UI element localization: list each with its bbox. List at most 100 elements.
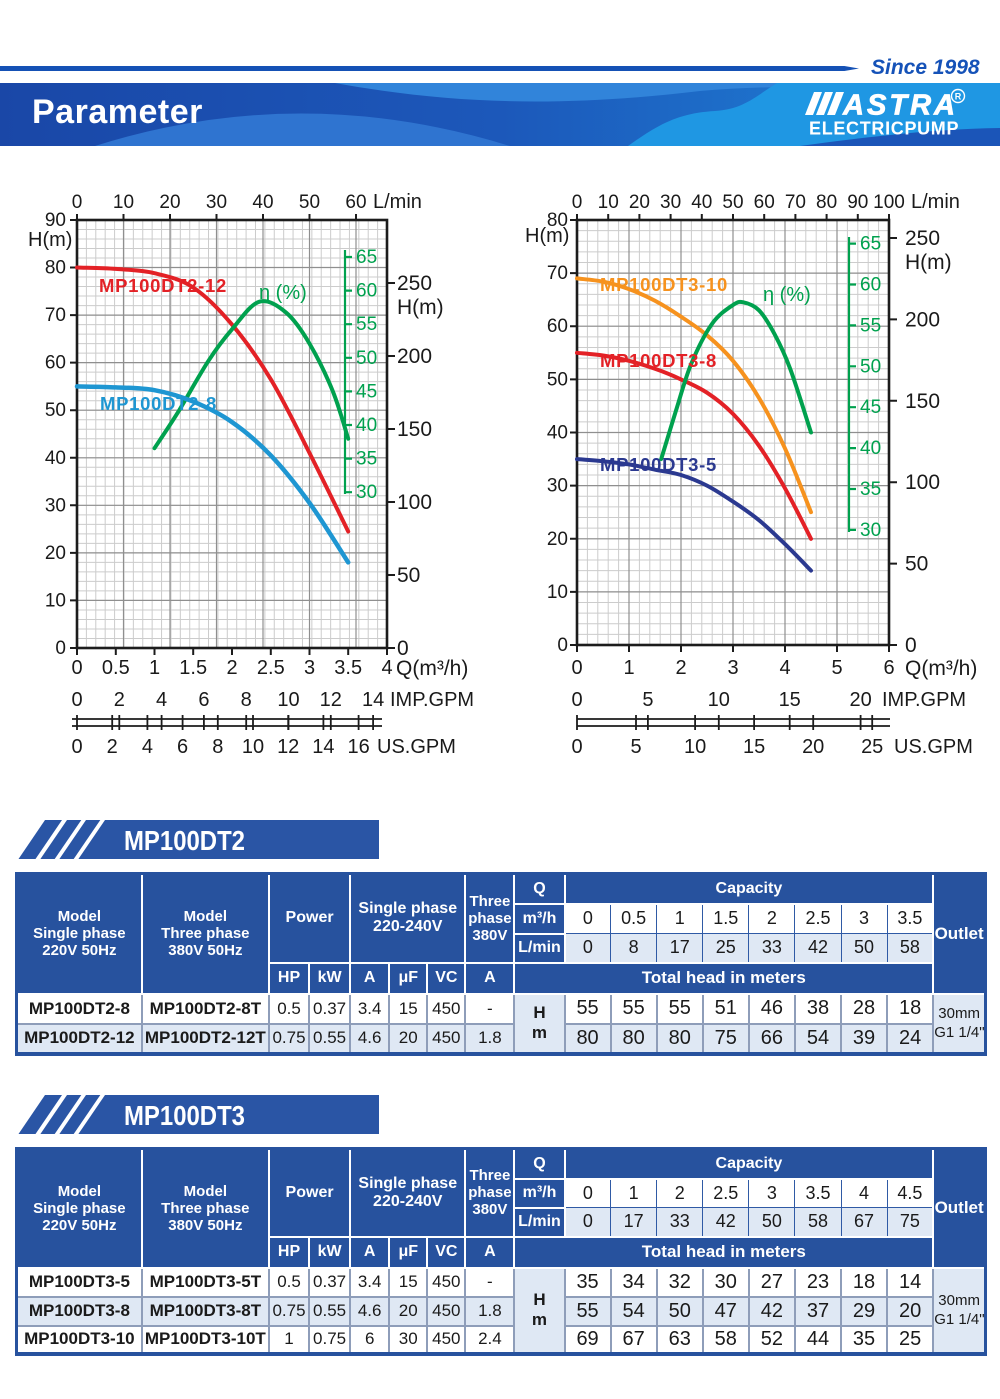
svg-text:2.5: 2.5 bbox=[257, 657, 285, 679]
svg-text:30: 30 bbox=[45, 495, 66, 516]
svg-text:90: 90 bbox=[45, 210, 66, 231]
svg-text:14: 14 bbox=[312, 736, 334, 758]
svg-text:70: 70 bbox=[785, 192, 806, 213]
svg-text:6: 6 bbox=[177, 736, 188, 758]
svg-text:35: 35 bbox=[860, 479, 881, 500]
svg-text:8: 8 bbox=[241, 689, 252, 711]
svg-text:MP100DT2-12: MP100DT2-12 bbox=[99, 275, 227, 296]
svg-text:55: 55 bbox=[356, 314, 377, 335]
svg-text:10: 10 bbox=[708, 689, 730, 711]
svg-text:5: 5 bbox=[831, 657, 842, 679]
svg-text:65: 65 bbox=[860, 234, 881, 255]
svg-text:2: 2 bbox=[226, 657, 237, 679]
svg-text:4: 4 bbox=[779, 657, 790, 679]
svg-text:20: 20 bbox=[45, 543, 66, 564]
svg-text:US.GPM: US.GPM bbox=[894, 736, 973, 758]
svg-text:30: 30 bbox=[206, 192, 227, 213]
svg-text:30: 30 bbox=[356, 482, 377, 503]
svg-text:10: 10 bbox=[684, 736, 706, 758]
svg-text:50: 50 bbox=[722, 192, 743, 213]
svg-text:60: 60 bbox=[754, 192, 775, 213]
svg-text:45: 45 bbox=[356, 381, 377, 402]
svg-text:30: 30 bbox=[860, 520, 881, 541]
svg-text:30: 30 bbox=[547, 476, 568, 497]
svg-text:40: 40 bbox=[356, 415, 377, 436]
svg-text:US.GPM: US.GPM bbox=[377, 736, 456, 758]
svg-text:H(m): H(m) bbox=[905, 251, 952, 274]
svg-text:14: 14 bbox=[362, 689, 384, 711]
svg-text:η (%): η (%) bbox=[259, 282, 307, 304]
svg-text:12: 12 bbox=[277, 736, 299, 758]
svg-text:0: 0 bbox=[571, 736, 582, 758]
svg-text:8: 8 bbox=[212, 736, 223, 758]
svg-text:25: 25 bbox=[861, 736, 883, 758]
svg-text:0: 0 bbox=[71, 657, 82, 679]
svg-text:3.5: 3.5 bbox=[334, 657, 362, 679]
svg-text:20: 20 bbox=[159, 192, 180, 213]
svg-text:35: 35 bbox=[356, 449, 377, 470]
svg-text:0: 0 bbox=[397, 637, 409, 660]
svg-text:200: 200 bbox=[905, 308, 940, 331]
svg-text:65: 65 bbox=[356, 247, 377, 268]
svg-text:40: 40 bbox=[45, 448, 66, 469]
svg-text:MP100DT3-5: MP100DT3-5 bbox=[600, 454, 717, 475]
svg-text:0: 0 bbox=[557, 635, 568, 656]
svg-text:6: 6 bbox=[198, 689, 209, 711]
svg-text:L/min: L/min bbox=[373, 191, 422, 213]
svg-text:200: 200 bbox=[397, 345, 432, 368]
svg-text:150: 150 bbox=[397, 418, 432, 441]
svg-text:0: 0 bbox=[572, 192, 583, 213]
svg-text:60: 60 bbox=[356, 281, 377, 302]
svg-text:150: 150 bbox=[905, 390, 940, 413]
svg-text:100: 100 bbox=[873, 192, 905, 213]
svg-text:40: 40 bbox=[547, 423, 568, 444]
svg-text:20: 20 bbox=[802, 736, 824, 758]
svg-text:100: 100 bbox=[397, 491, 432, 514]
svg-text:250: 250 bbox=[397, 272, 432, 295]
svg-text:0: 0 bbox=[72, 192, 83, 213]
svg-text:40: 40 bbox=[252, 192, 273, 213]
svg-text:60: 60 bbox=[547, 316, 568, 337]
svg-text:0: 0 bbox=[571, 657, 582, 679]
svg-text:50: 50 bbox=[905, 553, 928, 576]
svg-text:MP100DT3: MP100DT3 bbox=[124, 1100, 245, 1131]
svg-text:IMP.GPM: IMP.GPM bbox=[882, 689, 966, 711]
svg-text:MP100DT2-8: MP100DT2-8 bbox=[100, 393, 217, 414]
svg-text:80: 80 bbox=[547, 210, 568, 231]
svg-text:4: 4 bbox=[156, 689, 167, 711]
svg-text:12: 12 bbox=[320, 689, 342, 711]
svg-text:10: 10 bbox=[598, 192, 619, 213]
svg-text:5: 5 bbox=[630, 736, 641, 758]
svg-text:50: 50 bbox=[45, 400, 66, 421]
svg-text:250: 250 bbox=[905, 227, 940, 250]
svg-text:16: 16 bbox=[347, 736, 369, 758]
svg-text:0: 0 bbox=[71, 689, 82, 711]
svg-text:ELECTRICPUMP: ELECTRICPUMP bbox=[809, 119, 959, 139]
svg-text:100: 100 bbox=[905, 471, 940, 494]
svg-text:0: 0 bbox=[905, 634, 917, 657]
svg-text:Q(m³/h): Q(m³/h) bbox=[905, 657, 977, 680]
svg-text:6: 6 bbox=[883, 657, 894, 679]
svg-text:20: 20 bbox=[849, 689, 871, 711]
svg-text:IMP.GPM: IMP.GPM bbox=[390, 689, 474, 711]
svg-text:50: 50 bbox=[397, 564, 420, 587]
svg-text:MP100DT2: MP100DT2 bbox=[124, 825, 245, 856]
svg-text:3: 3 bbox=[727, 657, 738, 679]
svg-text:50: 50 bbox=[356, 348, 377, 369]
svg-text:60: 60 bbox=[45, 353, 66, 374]
svg-text:η (%): η (%) bbox=[763, 284, 811, 306]
svg-text:H(m): H(m) bbox=[525, 225, 569, 247]
svg-text:45: 45 bbox=[860, 397, 881, 418]
svg-text:5: 5 bbox=[642, 689, 653, 711]
svg-text:0: 0 bbox=[71, 736, 82, 758]
svg-text:60: 60 bbox=[860, 275, 881, 296]
svg-text:50: 50 bbox=[299, 192, 320, 213]
svg-text:10: 10 bbox=[45, 590, 66, 611]
svg-text:70: 70 bbox=[45, 305, 66, 326]
svg-text:ASTRA: ASTRA bbox=[842, 90, 955, 122]
svg-text:4: 4 bbox=[142, 736, 153, 758]
svg-text:60: 60 bbox=[345, 192, 366, 213]
svg-text:4: 4 bbox=[381, 657, 392, 679]
svg-text:2: 2 bbox=[114, 689, 125, 711]
svg-text:50: 50 bbox=[860, 356, 881, 377]
